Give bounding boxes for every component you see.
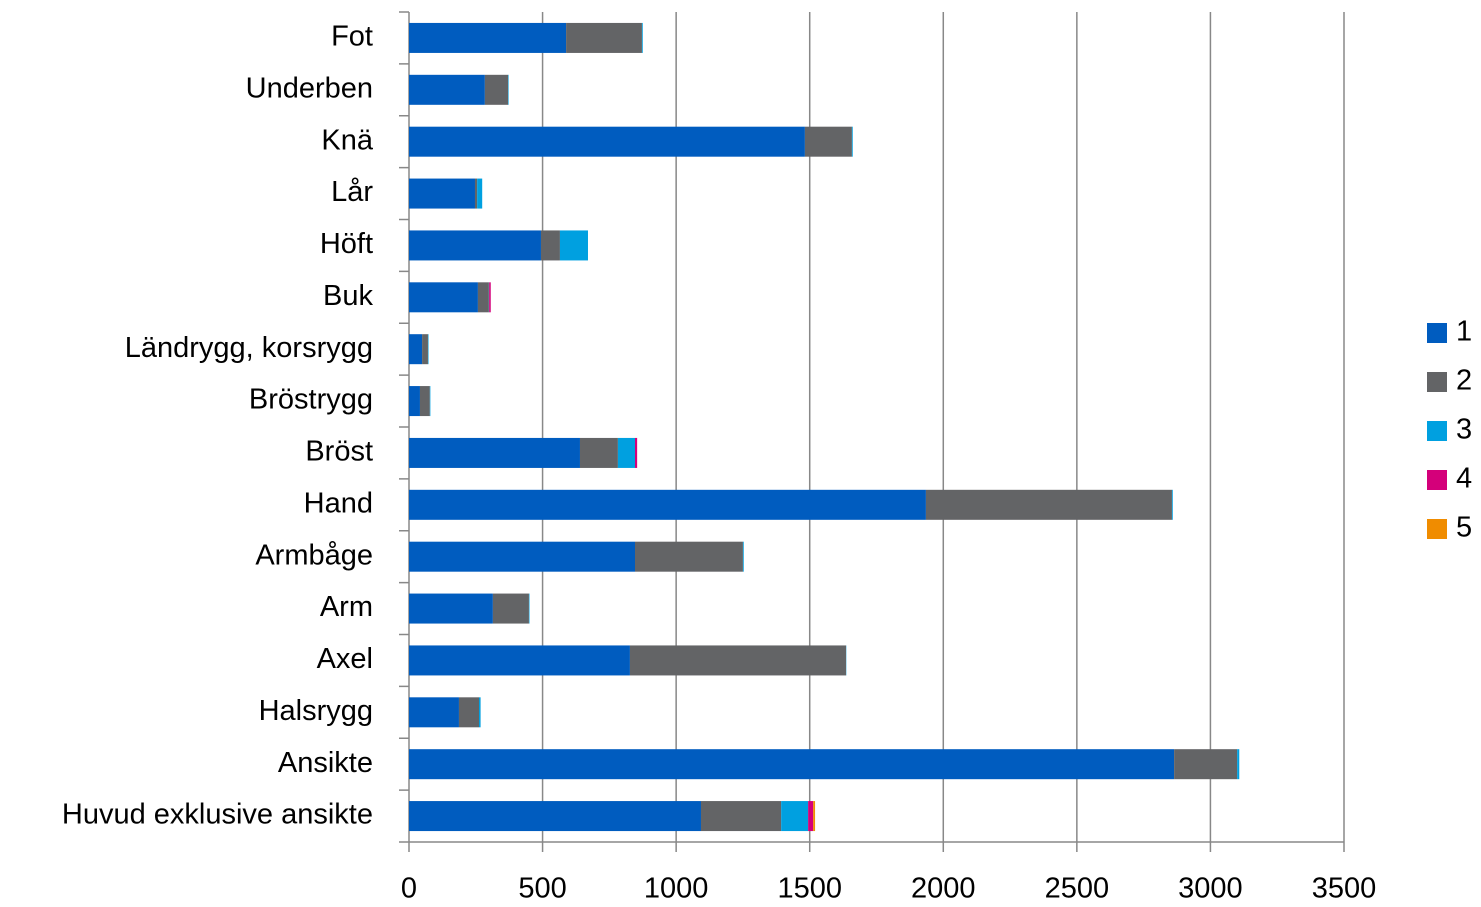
bar-segment <box>419 386 430 417</box>
bar-segment <box>409 126 805 157</box>
bar-segment <box>742 541 744 572</box>
x-tick-label: 3500 <box>1312 873 1377 905</box>
bar-segment <box>422 334 428 365</box>
y-tick-label: Lår <box>331 176 373 208</box>
bar-segment <box>429 386 431 417</box>
legend-label: 3 <box>1456 414 1472 446</box>
x-tick-label: 1500 <box>777 873 842 905</box>
y-tick-label: Arm <box>320 591 373 623</box>
y-tick-label: Ländrygg, korsrygg <box>125 332 373 364</box>
bar-segment <box>781 801 809 832</box>
bar-segment <box>409 282 478 313</box>
x-tick-label: 0 <box>401 873 417 905</box>
bar-segment <box>1171 489 1173 520</box>
legend-swatch <box>1427 519 1447 539</box>
bar-segment <box>409 645 630 676</box>
bar-segment <box>540 230 560 261</box>
x-tick-label: 2500 <box>1045 873 1110 905</box>
y-tick-label: Bröstrygg <box>249 384 373 416</box>
y-tick-label: Fot <box>331 21 373 53</box>
bar-segment <box>489 282 491 313</box>
y-tick-label: Underben <box>246 72 373 104</box>
bar-segment <box>808 801 814 832</box>
legend-label: 2 <box>1456 365 1472 397</box>
bar-segment <box>409 541 636 572</box>
bar-segment <box>409 74 485 105</box>
bar-segment <box>409 697 459 728</box>
bar-segment <box>409 801 701 832</box>
y-tick-label: Ansikte <box>278 747 373 779</box>
bar-segment <box>579 437 618 468</box>
x-tick-label: 3000 <box>1178 873 1243 905</box>
legend-swatch <box>1427 323 1447 343</box>
bar-segment <box>427 334 429 365</box>
bar-segment <box>508 74 509 105</box>
legend-swatch <box>1427 372 1447 392</box>
legend-label: 4 <box>1456 463 1472 495</box>
y-tick-label: Armbåge <box>255 539 373 571</box>
bar-segment <box>528 593 530 624</box>
bar-segment <box>409 230 541 261</box>
bar-segment <box>635 541 743 572</box>
bar-segment <box>851 126 853 157</box>
bar-segment <box>409 489 926 520</box>
bar-segment <box>566 22 642 53</box>
legend-swatch <box>1427 470 1447 490</box>
bar-segment <box>629 645 847 676</box>
bar-segment <box>559 230 588 261</box>
bar-segment <box>813 801 816 832</box>
bar-segment <box>409 178 475 209</box>
bar-segment <box>409 437 580 468</box>
y-tick-label: Huvud exklusive ansikte <box>62 799 373 831</box>
x-tick-label: 2000 <box>911 873 976 905</box>
bar-segment <box>474 178 478 209</box>
bar-segment <box>477 282 489 313</box>
bar-segment <box>484 74 509 105</box>
bar-segment <box>925 489 1172 520</box>
bar-segment <box>700 801 782 832</box>
bar-segment <box>477 178 483 209</box>
y-tick-label: Hand <box>304 487 373 519</box>
bar-segment <box>492 593 529 624</box>
y-tick-label: Buk <box>323 280 373 312</box>
y-tick-label: Bröst <box>305 436 373 468</box>
bar-segment <box>409 593 493 624</box>
x-tick-label: 1000 <box>644 873 709 905</box>
y-tick-label: Halsrygg <box>259 695 373 727</box>
bar-segment <box>409 334 423 365</box>
bar-segment <box>617 437 636 468</box>
bar-segment <box>1174 749 1238 780</box>
bar-segment <box>478 697 481 728</box>
y-tick-label: Höft <box>320 228 373 260</box>
bar-segment <box>804 126 852 157</box>
legend-label: 5 <box>1456 512 1472 544</box>
bar-segment <box>1237 749 1240 780</box>
legend-label: 1 <box>1456 316 1472 348</box>
y-tick-label: Axel <box>317 643 373 675</box>
bar-segment <box>635 437 638 468</box>
bar-segment <box>409 749 1175 780</box>
bar-segment <box>458 697 479 728</box>
y-tick-label: Knä <box>321 124 373 156</box>
bar-segment <box>409 386 420 417</box>
legend-swatch <box>1427 421 1447 441</box>
bar-segment <box>409 22 567 53</box>
bar-segment <box>641 22 643 53</box>
x-tick-label: 500 <box>518 873 566 905</box>
